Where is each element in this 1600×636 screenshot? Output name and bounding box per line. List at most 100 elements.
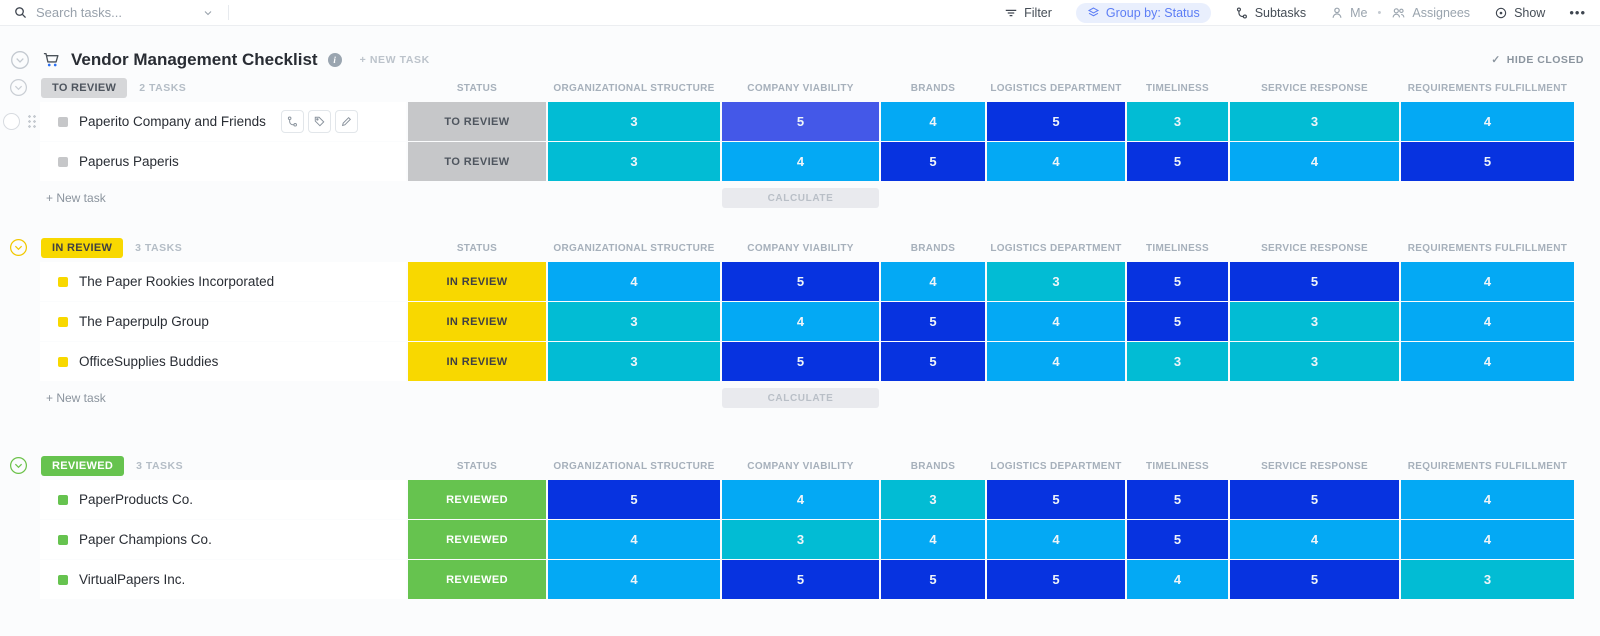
score-cell[interactable]: 3 [548,302,720,341]
status-cell[interactable]: IN REVIEW [408,342,546,381]
score-cell[interactable]: 5 [722,102,879,141]
collapse-group-icon[interactable] [9,238,29,258]
score-cell[interactable]: 5 [881,560,985,599]
score-cell[interactable]: 5 [1127,262,1228,301]
score-cell[interactable]: 4 [881,520,985,559]
new-task-button[interactable]: + NEW TASK [359,53,430,66]
subtask-button[interactable] [280,110,304,133]
score-cell[interactable]: 4 [881,102,985,141]
score-cell[interactable]: 5 [548,480,720,519]
new-task-row-button[interactable]: + New task [46,191,106,205]
score-cell[interactable]: 4 [1401,262,1574,301]
score-cell[interactable]: 4 [1230,142,1399,181]
drag-handle-icon[interactable] [27,114,36,129]
status-badge[interactable]: IN REVIEW [41,238,124,258]
score-cell[interactable]: 3 [987,262,1125,301]
status-cell[interactable]: REVIEWED [408,520,546,559]
assignees-button[interactable]: Assignees [1391,6,1470,20]
score-cell[interactable]: 4 [1230,520,1399,559]
score-cell[interactable]: 5 [1127,142,1228,181]
score-cell[interactable]: 4 [987,302,1125,341]
more-icon[interactable]: ••• [1569,5,1586,20]
score-cell[interactable]: 4 [1401,302,1574,341]
score-cell[interactable]: 5 [1230,480,1399,519]
score-cell[interactable]: 4 [722,480,879,519]
score-cell[interactable]: 3 [1230,102,1399,141]
score-cell[interactable]: 4 [987,520,1125,559]
table-row[interactable]: Paperito Company and Friends TO REVIEW 3… [0,102,1600,141]
score-cell[interactable]: 4 [1127,560,1228,599]
status-cell[interactable]: REVIEWED [408,480,546,519]
score-cell[interactable]: 4 [548,262,720,301]
collapse-group-icon[interactable] [9,456,29,476]
status-cell[interactable]: TO REVIEW [408,102,546,141]
new-task-row-button[interactable]: + New task [46,391,106,405]
collapse-group-icon[interactable] [9,78,29,98]
score-cell[interactable]: 3 [1127,342,1228,381]
table-row[interactable]: Paper Champions Co. REVIEWED 4 3 4 4 5 4… [0,520,1600,559]
score-cell[interactable]: 4 [987,342,1125,381]
score-cell[interactable]: 4 [722,142,879,181]
table-row[interactable]: PaperProducts Co. REVIEWED 5 4 3 5 5 5 4 [0,480,1600,519]
score-cell[interactable]: 5 [1127,520,1228,559]
status-badge[interactable]: TO REVIEW [41,78,128,98]
calculate-button[interactable]: CALCULATE [722,388,879,408]
score-cell[interactable]: 5 [722,342,879,381]
filter-button[interactable]: Filter [1004,6,1052,20]
score-cell[interactable]: 4 [987,142,1125,181]
score-cell[interactable]: 5 [881,302,985,341]
collapse-list-icon[interactable] [10,50,30,70]
edit-icon[interactable] [334,110,358,133]
table-row[interactable]: The Paper Rookies Incorporated IN REVIEW… [0,262,1600,301]
score-cell[interactable]: 3 [881,480,985,519]
status-cell[interactable]: TO REVIEW [408,142,546,181]
score-cell[interactable]: 3 [548,342,720,381]
score-cell[interactable]: 3 [722,520,879,559]
table-row[interactable]: OfficeSupplies Buddies IN REVIEW 3 5 5 4… [0,342,1600,381]
score-cell[interactable]: 3 [1230,342,1399,381]
score-cell[interactable]: 4 [1401,102,1574,141]
score-cell[interactable]: 5 [722,560,879,599]
score-cell[interactable]: 4 [548,520,720,559]
score-cell[interactable]: 5 [881,142,985,181]
score-cell[interactable]: 3 [1230,302,1399,341]
task-name[interactable]: PaperProducts Co. [79,492,194,507]
score-cell[interactable]: 5 [1230,262,1399,301]
info-icon[interactable]: i [327,52,342,67]
score-cell[interactable]: 5 [881,342,985,381]
score-cell[interactable]: 3 [1401,560,1574,599]
score-cell[interactable]: 4 [1401,520,1574,559]
score-cell[interactable]: 3 [548,142,720,181]
avatar[interactable] [3,113,20,130]
task-name[interactable]: Paper Champions Co. [79,532,212,547]
score-cell[interactable]: 5 [722,262,879,301]
table-row[interactable]: Paperus Paperis TO REVIEW 3 4 5 4 5 4 5 [0,142,1600,181]
me-button[interactable]: Me [1330,6,1368,20]
score-cell[interactable]: 4 [722,302,879,341]
table-row[interactable]: The Paperpulp Group IN REVIEW 3 4 5 4 5 … [0,302,1600,341]
task-name[interactable]: VirtualPapers Inc. [79,572,186,587]
score-cell[interactable]: 4 [548,560,720,599]
subtasks-button[interactable]: Subtasks [1235,6,1306,20]
show-button[interactable]: Show [1494,6,1545,20]
score-cell[interactable]: 5 [987,560,1125,599]
score-cell[interactable]: 5 [987,480,1125,519]
score-cell[interactable]: 5 [1127,302,1228,341]
score-cell[interactable]: 4 [1401,480,1574,519]
score-cell[interactable]: 4 [1401,342,1574,381]
search-input[interactable]: Search tasks... [14,5,214,20]
group-by-button[interactable]: Group by: Status [1075,2,1211,23]
task-name[interactable]: The Paper Rookies Incorporated [79,274,275,289]
task-name[interactable]: OfficeSupplies Buddies [79,354,219,369]
status-cell[interactable]: IN REVIEW [408,302,546,341]
score-cell[interactable]: 4 [881,262,985,301]
task-name[interactable]: The Paperpulp Group [79,314,209,329]
status-cell[interactable]: REVIEWED [408,560,546,599]
score-cell[interactable]: 5 [1230,560,1399,599]
status-badge[interactable]: REVIEWED [41,456,125,476]
score-cell[interactable]: 3 [548,102,720,141]
tag-button[interactable] [307,110,331,133]
score-cell[interactable]: 3 [1127,102,1228,141]
score-cell[interactable]: 5 [1401,142,1574,181]
score-cell[interactable]: 5 [1127,480,1228,519]
